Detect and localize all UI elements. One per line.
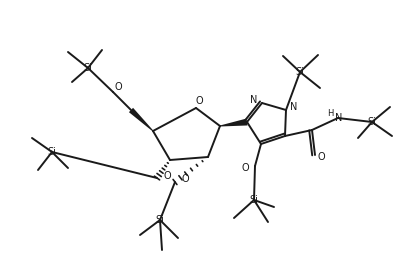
Text: Si: Si xyxy=(83,63,92,73)
Text: N: N xyxy=(335,113,342,123)
Text: N: N xyxy=(250,95,257,105)
Text: O: O xyxy=(241,163,248,173)
Text: Si: Si xyxy=(155,215,164,225)
Text: O: O xyxy=(181,174,188,184)
Text: Si: Si xyxy=(249,195,258,205)
Text: O: O xyxy=(316,152,324,162)
Text: Si: Si xyxy=(295,67,304,77)
Polygon shape xyxy=(219,118,247,127)
Polygon shape xyxy=(128,108,153,131)
Text: N: N xyxy=(290,102,297,112)
Text: O: O xyxy=(163,171,171,181)
Text: Si: Si xyxy=(47,147,56,157)
Text: H: H xyxy=(326,108,332,118)
Text: O: O xyxy=(114,82,121,92)
Text: Si: Si xyxy=(367,117,375,127)
Text: O: O xyxy=(195,96,202,106)
